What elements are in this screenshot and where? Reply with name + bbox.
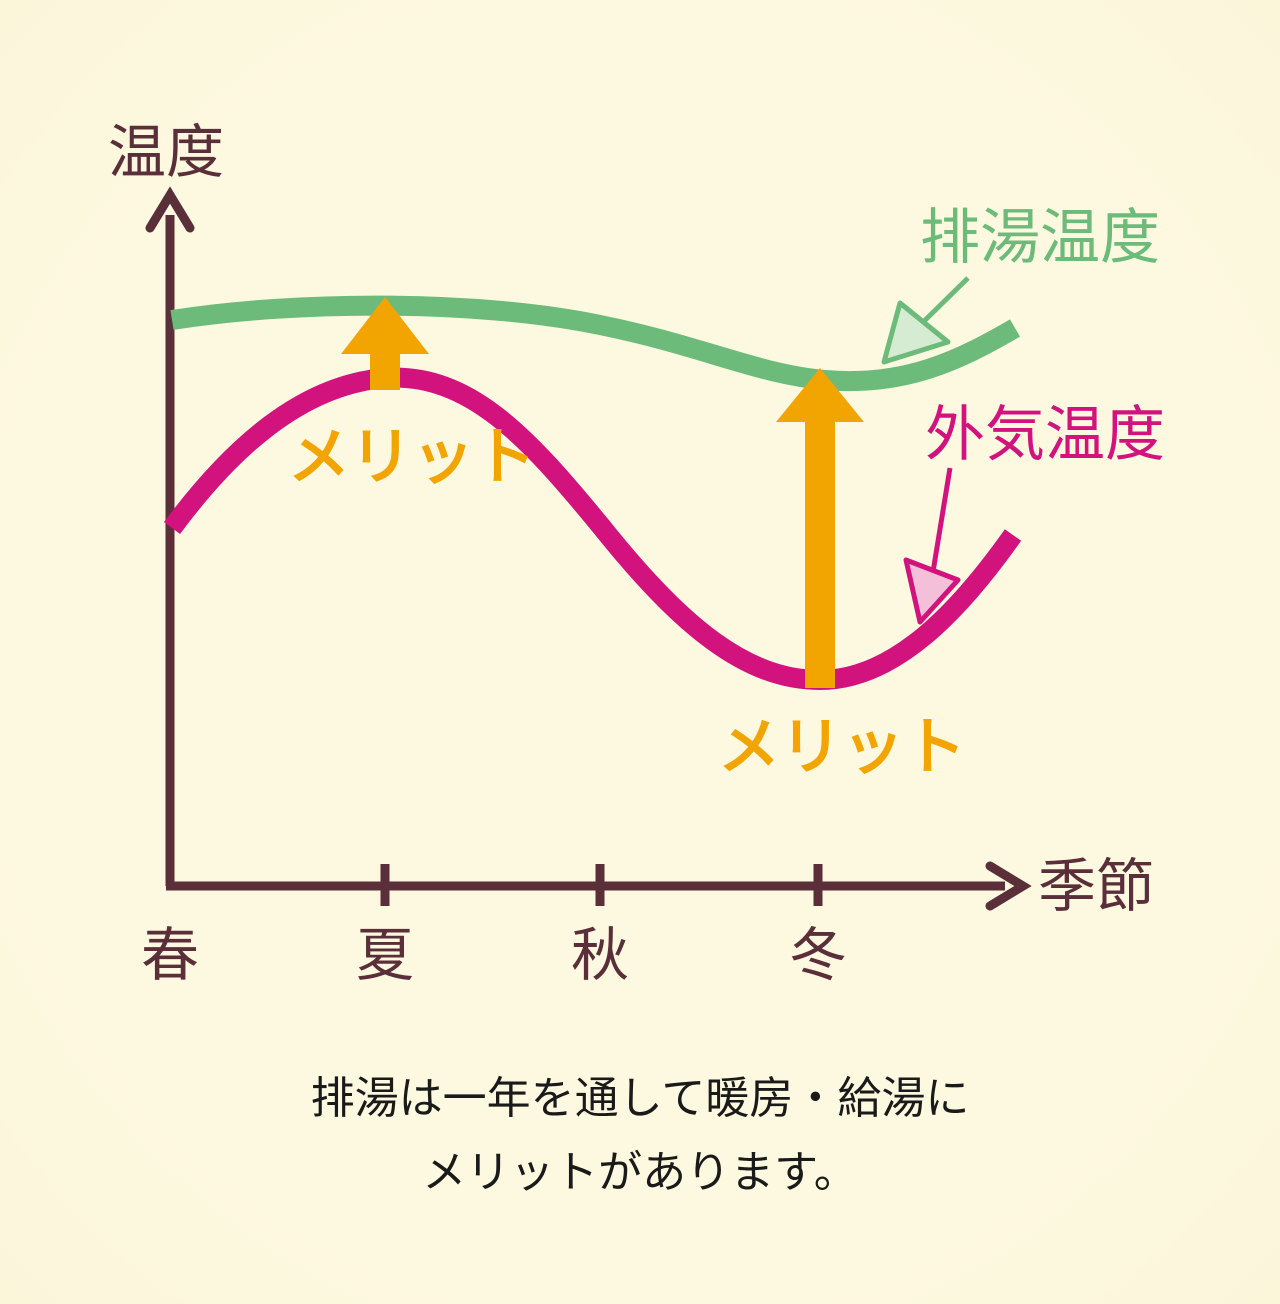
exhaust-pointer-arrow [881, 276, 970, 365]
season-label-winter: 冬 [789, 921, 847, 989]
caption-line-1: 排湯は一年を通して暖房・給湯に [310, 1073, 970, 1124]
outside-pointer-arrow [903, 467, 961, 625]
outside-temperature-label: 外気温度 [925, 400, 1165, 470]
season-label-spring: 春 [141, 921, 199, 989]
y-axis-label: 温度 [108, 118, 224, 186]
winter-merit-arrow [776, 368, 864, 688]
winter-merit-label: メリット [718, 710, 966, 783]
y-axis-arrowhead [145, 186, 195, 233]
exhaust-temperature-curve [170, 295, 1021, 392]
x-axis-label: 季節 [1038, 852, 1154, 920]
exhaust-temperature-label: 排湯温度 [920, 203, 1160, 273]
season-label-summer: 夏 [356, 921, 414, 989]
x-axis-arrowhead [985, 861, 1032, 911]
summer-merit-label: メリット [288, 420, 536, 493]
season-label-autumn: 秋 [571, 921, 629, 989]
outside-temperature-curve [163, 367, 1022, 691]
temperature-season-diagram: 温度 季節 春 夏 秋 冬 メリット メリット 排湯温度 外気温度 [108, 118, 1165, 989]
caption-line-2: メリットがあります。 [422, 1147, 858, 1198]
summer-merit-arrow [341, 297, 429, 390]
